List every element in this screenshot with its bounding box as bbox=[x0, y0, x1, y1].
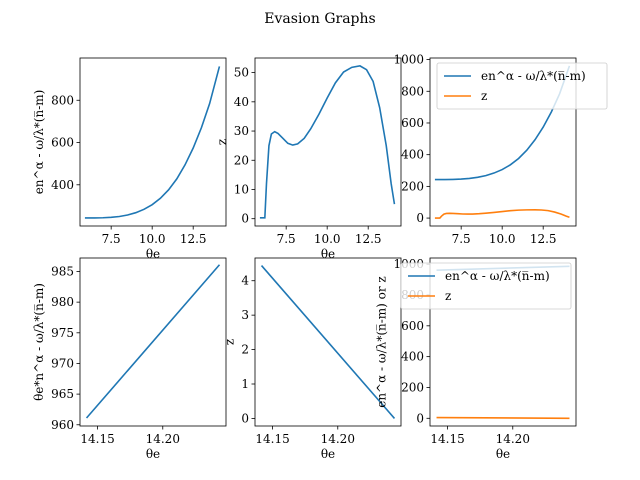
legend-box bbox=[400, 262, 572, 310]
y-tick-label: 600 bbox=[401, 116, 424, 130]
series-line-line-0 bbox=[84, 66, 221, 219]
y-tick-label: 975 bbox=[51, 326, 74, 340]
axes-frame bbox=[429, 57, 577, 227]
subplot-top-middle: 7.5 10.0 12.5 0 10 20 30 40 50 θe z bbox=[215, 57, 402, 261]
y-tick-label: 965 bbox=[51, 387, 74, 401]
y-tick-label: 3 bbox=[241, 308, 249, 322]
axes-frame bbox=[254, 257, 402, 427]
x-tick-label: 14.15 bbox=[430, 432, 464, 446]
subplot-top-right: 7.5 10.0 12.5 0 200 400 600 800 1000 en^α - ω/λ*(… bbox=[393, 53, 608, 246]
x-tick-label: 14.20 bbox=[321, 432, 355, 446]
y-axis-label: z bbox=[222, 339, 236, 345]
axes-frame bbox=[429, 257, 577, 427]
y-tick-label: 20 bbox=[234, 153, 249, 167]
x-tick-label: 14.20 bbox=[146, 432, 180, 446]
y-tick-label: 200 bbox=[401, 380, 424, 394]
x-tick-label: 10.0 bbox=[314, 232, 341, 246]
y-tick-label: 50 bbox=[234, 66, 249, 80]
y-tick-label: 30 bbox=[234, 124, 249, 138]
legend: en^α - ω/λ*(n̅-m) z bbox=[436, 62, 608, 110]
legend-entry: en^α - ω/λ*(n̅-m) bbox=[481, 69, 586, 83]
x-axis-label: θe bbox=[496, 447, 510, 461]
y-tick-label: 0 bbox=[416, 411, 424, 425]
series-line-z-1 bbox=[434, 208, 570, 219]
y-tick-label: 0 bbox=[241, 212, 249, 226]
figure-title: Evasion Graphs bbox=[264, 11, 375, 27]
y-tick-label: 200 bbox=[401, 179, 424, 193]
subplot-bottom-left: 14.15 14.20 960 965 970 975 980 985 θe θe*n^α - ω… bbox=[32, 257, 227, 461]
y-tick-label: 985 bbox=[51, 264, 74, 278]
x-tick-label: 10.0 bbox=[139, 232, 166, 246]
y-tick-label: 2 bbox=[241, 343, 249, 357]
y-tick-label: 0 bbox=[416, 211, 424, 225]
y-tick-label: 980 bbox=[51, 295, 74, 309]
y-tick-label: 970 bbox=[51, 356, 74, 370]
x-tick-label: 12.5 bbox=[530, 232, 557, 246]
axes-frame bbox=[79, 57, 227, 227]
y-tick-label: 400 bbox=[401, 350, 424, 364]
y-tick-label: 600 bbox=[401, 319, 424, 333]
y-axis-label: θe*n^α - ω/λ*(n̅-m) bbox=[32, 283, 46, 401]
x-axis-label: θe bbox=[146, 247, 160, 261]
x-tick-label: 14.20 bbox=[496, 432, 530, 446]
y-axis-label: en^α - ω/λ*(n̅-m) bbox=[32, 90, 46, 195]
y-tick-label: 1000 bbox=[393, 53, 424, 67]
subplot-top-left: 7.5 10.0 12.5 400 600 800 θe en^α - ω/λ*(n̅-m) bbox=[32, 57, 227, 261]
y-tick-label: 4 bbox=[241, 274, 249, 288]
x-axis-label: θe bbox=[321, 247, 335, 261]
y-tick-label: 400 bbox=[51, 178, 74, 192]
y-tick-label: 800 bbox=[401, 84, 424, 98]
y-tick-label: 0 bbox=[241, 411, 249, 425]
x-axis-label: θe bbox=[146, 447, 160, 461]
x-tick-label: 14.15 bbox=[80, 432, 114, 446]
legend-box bbox=[436, 62, 608, 110]
axes-frame bbox=[79, 257, 227, 427]
y-axis-label: z bbox=[215, 139, 229, 145]
axes-frame bbox=[254, 57, 402, 227]
y-tick-label: 600 bbox=[51, 136, 74, 150]
series-line-z-1 bbox=[436, 416, 570, 420]
y-tick-label: 40 bbox=[234, 95, 249, 109]
y-tick-label: 400 bbox=[401, 148, 424, 162]
x-tick-label: 7.5 bbox=[277, 232, 296, 246]
legend-entry: z bbox=[481, 89, 487, 103]
series-line-en^α - ω/λ*(n̅-m)-0 bbox=[434, 65, 571, 181]
series-line-line-0 bbox=[259, 65, 396, 219]
y-tick-label: 800 bbox=[51, 93, 74, 107]
legend: en^α - ω/λ*(n̅-m) z bbox=[400, 262, 572, 310]
subplot-bottom-middle: 14.15 14.20 0 1 2 3 4 θe z bbox=[222, 257, 402, 461]
y-tick-label: 10 bbox=[234, 182, 249, 196]
legend-entry: en^α - ω/λ*(n̅-m) bbox=[445, 269, 550, 283]
x-axis-label: θe bbox=[321, 447, 335, 461]
x-tick-label: 7.5 bbox=[102, 232, 121, 246]
x-tick-label: 14.15 bbox=[255, 432, 289, 446]
x-tick-label: 12.5 bbox=[355, 232, 382, 246]
x-tick-label: 12.5 bbox=[180, 232, 207, 246]
y-tick-label: 1 bbox=[241, 377, 249, 391]
legend-entry: z bbox=[445, 289, 451, 303]
x-tick-label: 7.5 bbox=[452, 232, 471, 246]
series-line-line-0 bbox=[85, 264, 221, 419]
x-tick-label: 10.0 bbox=[489, 232, 516, 246]
y-tick-label: 960 bbox=[51, 418, 74, 432]
series-line-line-0 bbox=[260, 265, 396, 419]
y-axis-label: en^α - ω/λ*(n̅-m) or z bbox=[375, 276, 389, 408]
